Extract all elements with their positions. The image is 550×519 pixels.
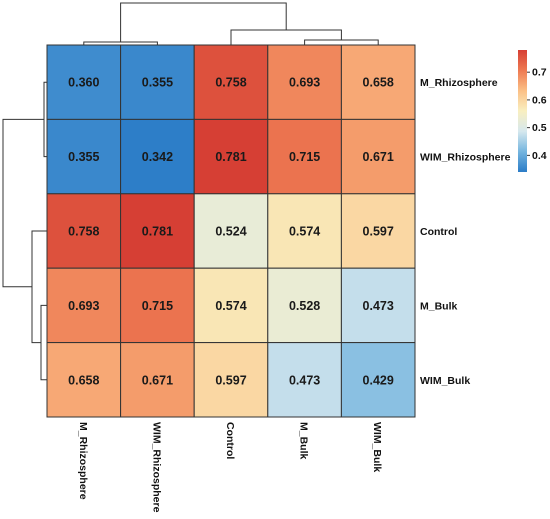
heatmap-cell — [193, 267, 269, 344]
heatmap-cell — [340, 44, 416, 120]
cell-value-label: 0.429 — [363, 373, 394, 387]
dendrogram-branch — [2, 118, 44, 288]
row-label: WIM_Rhizosphere — [420, 152, 511, 164]
heatmap-cell — [193, 342, 269, 418]
cell-value-label: 0.355 — [68, 150, 99, 164]
heatmap-cell — [340, 118, 416, 195]
legend-tick-label: 0.5 — [532, 122, 547, 134]
cell-value-label: 0.781 — [142, 225, 173, 239]
cell-value-label: 0.597 — [363, 225, 394, 239]
row-label: WIM_Bulk — [420, 375, 470, 387]
cell-value-label: 0.342 — [142, 150, 173, 164]
row-labels: M_Rhizosphere WIM_Rhizosphere Control M_Bul… — [420, 77, 511, 387]
column-label: M_Bulk — [298, 422, 310, 460]
heatmap-cell — [120, 118, 195, 195]
color-legend-bar — [518, 50, 527, 172]
cell-value-label: 0.781 — [215, 150, 246, 164]
heatmap-cell — [46, 118, 122, 195]
cell-value-label: 0.715 — [289, 150, 320, 164]
cell-value-label: 0.758 — [68, 225, 99, 239]
heatmap-cell — [267, 44, 342, 120]
dendrogram-branch — [230, 29, 342, 45]
heatmap-cells: 0.360 0.355 0.758 0.693 0.658 0.355 0.342 0.781… — [46, 44, 416, 418]
cell-value-label: 0.528 — [289, 299, 320, 313]
cell-value-label: 0.473 — [289, 373, 320, 387]
legend-tick-label: 0.7 — [532, 67, 547, 79]
heatmap-cell — [340, 267, 416, 344]
heatmap-cell — [340, 193, 416, 269]
color-legend-ticks: 0.4 0.5 0.6 0.7 — [527, 67, 547, 162]
cell-value-label: 0.671 — [363, 150, 394, 164]
column-dendrogram — [83, 2, 379, 45]
cell-value-label: 0.758 — [215, 76, 246, 90]
dendrogram-branch — [40, 304, 47, 381]
cell-value-label: 0.693 — [68, 299, 99, 313]
dendrogram-branch — [304, 39, 379, 45]
column-label: M_Rhizosphere — [77, 422, 89, 500]
heatmap-cell — [46, 342, 122, 418]
dendrogram-branch — [120, 2, 287, 42]
cell-value-label: 0.574 — [289, 225, 320, 239]
column-label: WIM_Bulk — [371, 422, 383, 472]
heatmap-cell — [120, 342, 195, 418]
cell-value-label: 0.715 — [142, 299, 173, 313]
cell-value-label: 0.693 — [289, 76, 320, 90]
heatmap-cell — [267, 193, 342, 269]
cell-value-label: 0.360 — [68, 76, 99, 90]
cell-value-label: 0.671 — [142, 373, 173, 387]
heatmap-cell — [120, 193, 195, 269]
cell-value-label: 0.524 — [215, 225, 246, 239]
cell-value-label: 0.355 — [142, 76, 173, 90]
heatmap-cell — [120, 267, 195, 344]
row-label: M_Rhizosphere — [420, 77, 498, 89]
heatmap-cell — [46, 267, 122, 344]
color-legend: 0.4 0.5 0.6 0.7 — [518, 50, 547, 172]
row-label: Control — [420, 226, 457, 238]
heatmap-cell — [267, 342, 342, 418]
cell-value-label: 0.658 — [68, 373, 99, 387]
column-labels: M_Rhizosphere WIM_Rhizosphere Control M_Bul… — [77, 422, 383, 513]
column-label: WIM_Rhizosphere — [150, 422, 162, 513]
row-label: M_Bulk — [420, 300, 458, 312]
heatmap-cell — [340, 342, 416, 418]
cell-value-label: 0.473 — [363, 299, 394, 313]
heatmap-cell — [193, 193, 269, 269]
cell-value-label: 0.658 — [363, 76, 394, 90]
heatmap-cell — [46, 44, 122, 120]
heatmap-cell — [193, 44, 269, 120]
dendrogram-branch — [31, 230, 47, 344]
heatmap-cell — [46, 193, 122, 269]
legend-tick-label: 0.4 — [532, 150, 547, 162]
cell-value-label: 0.574 — [215, 299, 246, 313]
cell-value-label: 0.597 — [215, 373, 246, 387]
heatmap-cell — [120, 44, 195, 120]
legend-tick-label: 0.6 — [532, 94, 547, 106]
row-dendrogram — [2, 81, 47, 381]
column-label: Control — [224, 422, 236, 459]
